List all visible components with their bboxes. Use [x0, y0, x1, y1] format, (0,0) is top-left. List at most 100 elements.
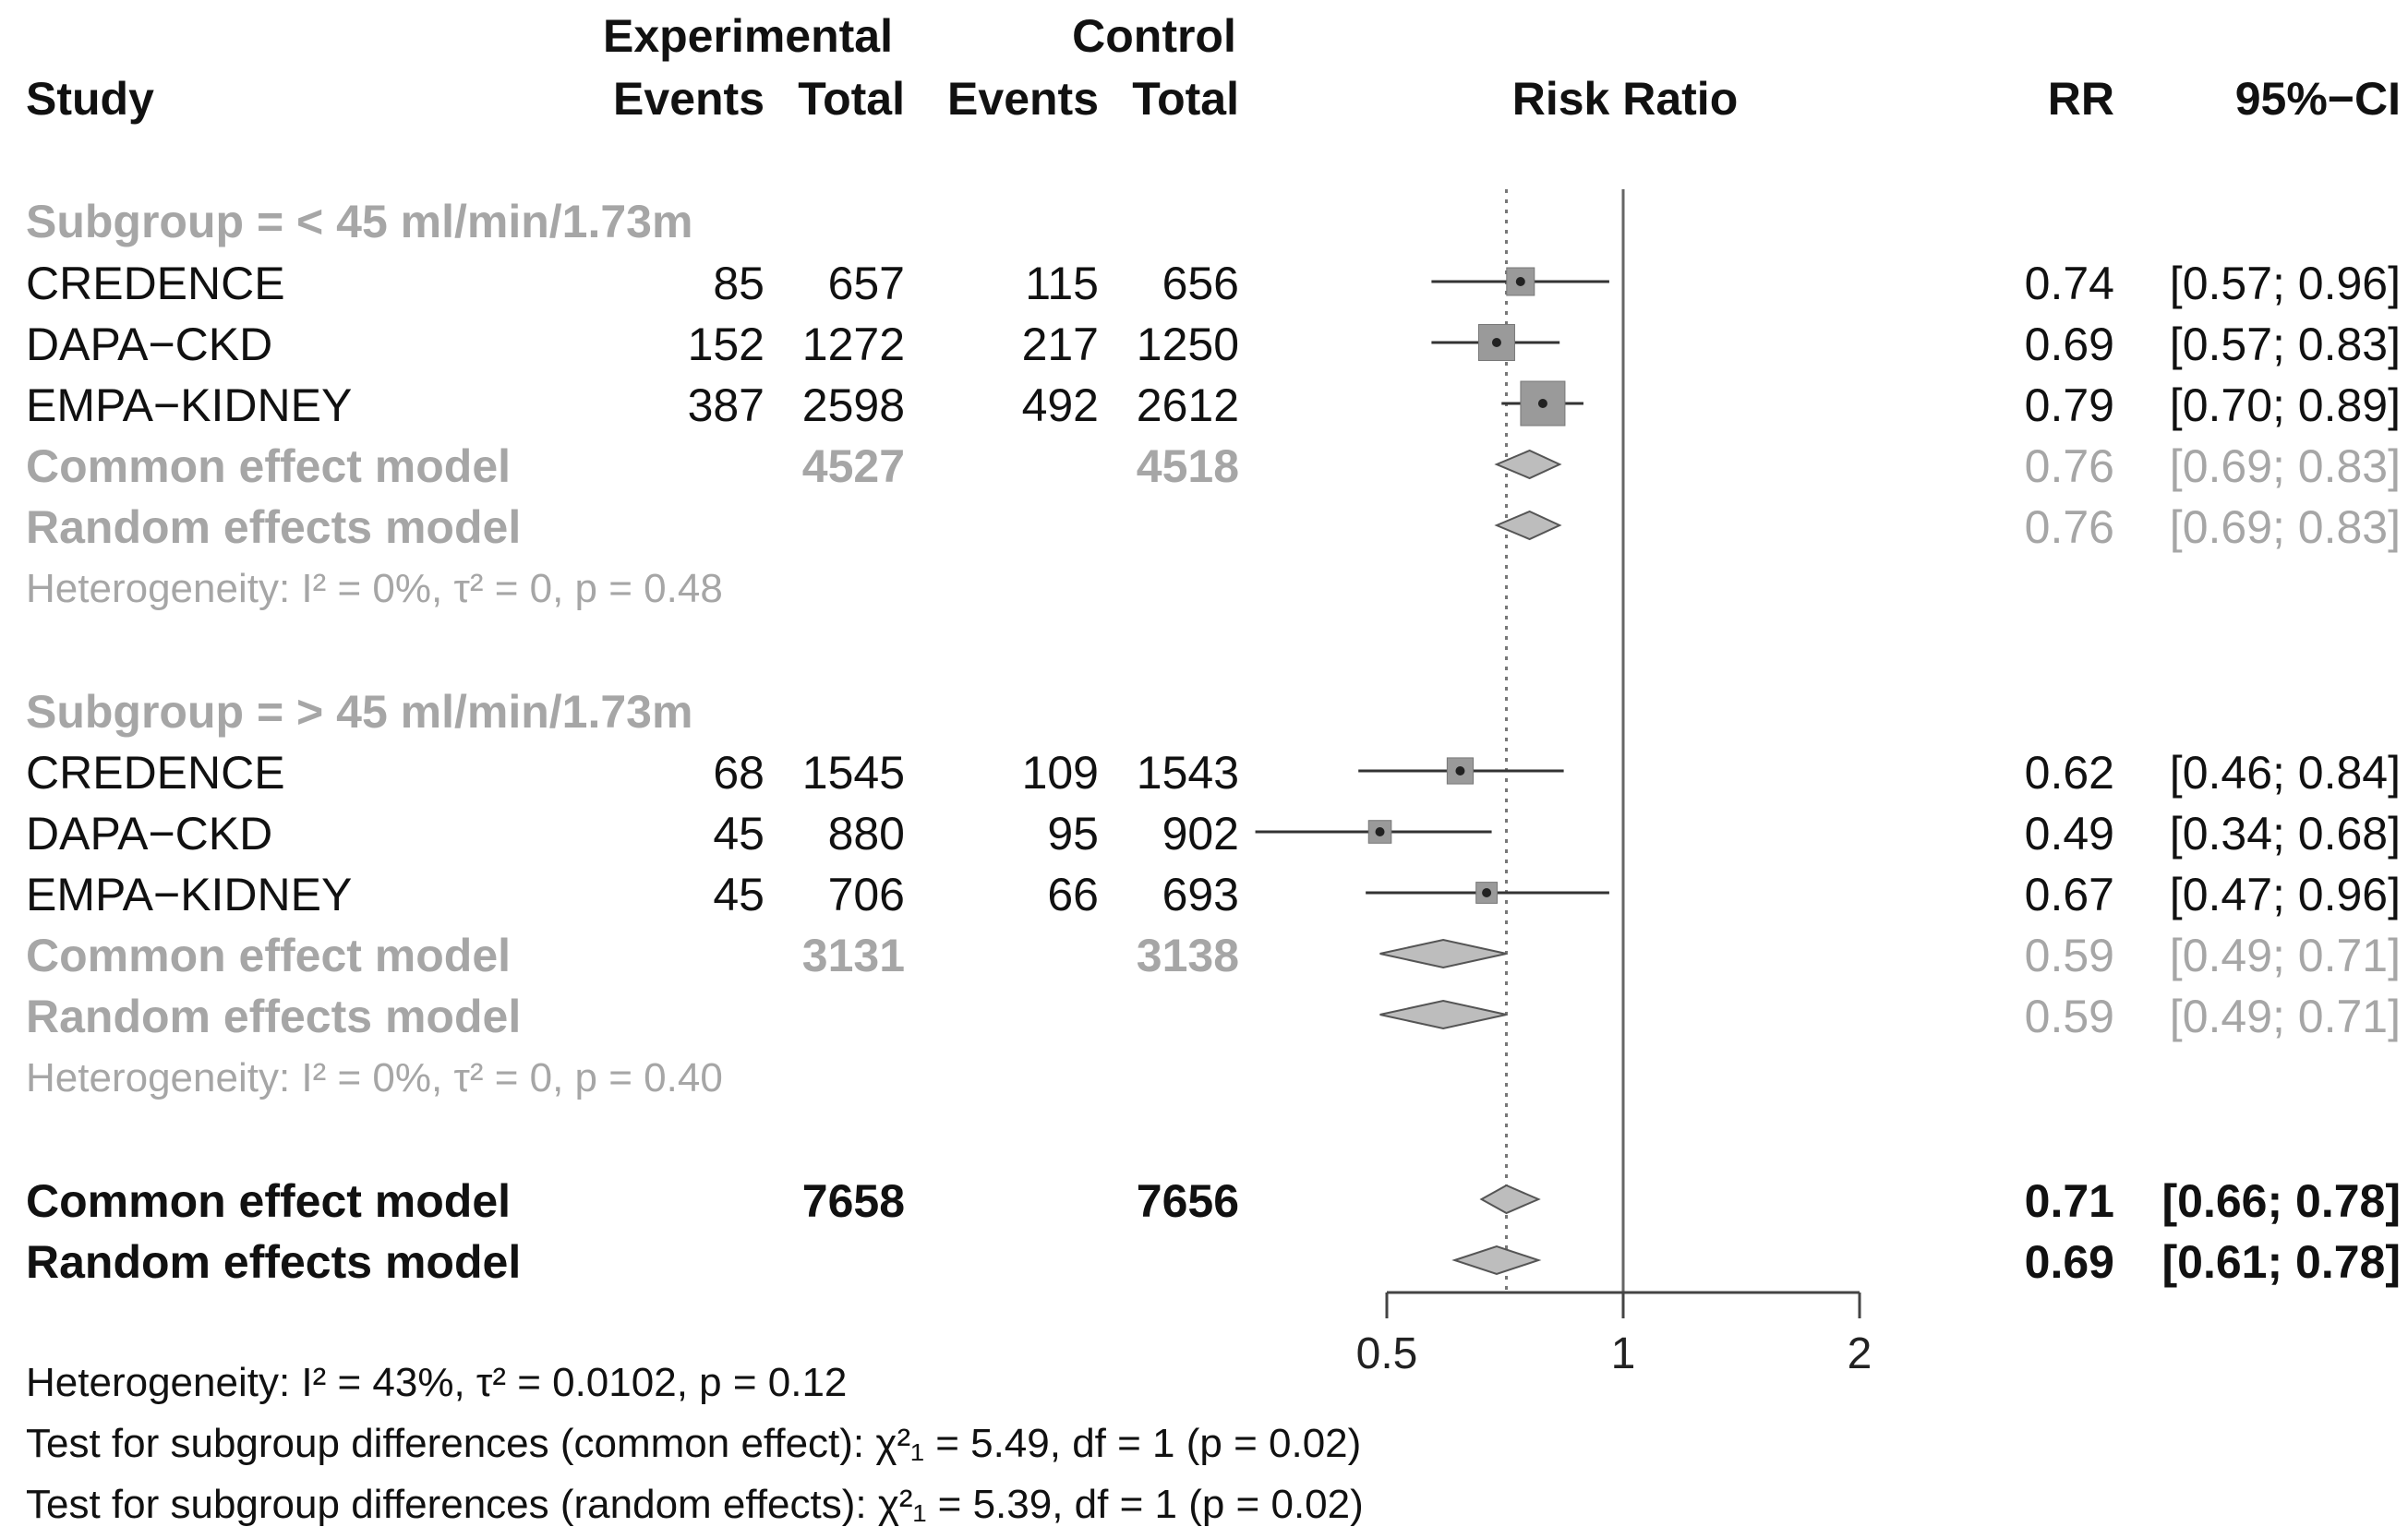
study-name: CREDENCE: [26, 258, 285, 309]
common-exp-total: 3131: [801, 930, 905, 981]
ci-value: [0.57; 0.83]: [2169, 319, 2401, 370]
random-ci: [0.69; 0.83]: [2169, 501, 2401, 553]
x-tick-label: 0.5: [1356, 1329, 1418, 1378]
rr-value: 0.67: [2024, 869, 2114, 920]
common-ci: [0.49; 0.71]: [2169, 930, 2401, 981]
pooled-diamond: [1494, 449, 1562, 480]
random-ci: [0.49; 0.71]: [2169, 991, 2401, 1042]
header-exp-events: Events: [613, 73, 765, 125]
ctrl-total: 1543: [1136, 747, 1239, 799]
ctrl-events: 66: [1047, 869, 1099, 920]
pooled-diamond: [1379, 938, 1507, 969]
common-effect-label: Common effect model: [26, 440, 512, 492]
ci-value: [0.46; 0.84]: [2169, 747, 2401, 799]
study-name: DAPA−CKD: [26, 319, 273, 370]
ctrl-events: 115: [1025, 258, 1099, 309]
exp-total: 1272: [801, 319, 905, 370]
exp-events: 45: [713, 869, 765, 920]
ctrl-total: 902: [1162, 808, 1239, 860]
exp-events: 68: [713, 747, 765, 799]
header-study: Study: [26, 73, 154, 125]
ci-value: [0.57; 0.96]: [2169, 258, 2401, 309]
pooled-diamond: [1379, 999, 1507, 1030]
exp-total: 2598: [801, 379, 905, 431]
subgroup-label: Subgroup = < 45 ml/min/1.73m: [26, 196, 693, 247]
heterogeneity-text: Heterogeneity: I² = 0%, τ² = 0, p = 0.48: [26, 566, 723, 611]
study-point: [1515, 277, 1525, 286]
common-exp-total: 4527: [801, 440, 905, 492]
common-rr: 0.76: [2024, 440, 2114, 492]
header-risk-ratio: Risk Ratio: [1511, 73, 1739, 125]
overall-common-ci: [0.66; 0.78]: [2161, 1175, 2401, 1227]
overall-common-label: Common effect model: [26, 1175, 512, 1227]
study-name: DAPA−CKD: [26, 808, 273, 860]
exp-total: 1545: [801, 747, 905, 799]
ctrl-total: 2612: [1136, 379, 1239, 431]
header-ctrl-total: Total: [1132, 73, 1239, 125]
header-rr: RR: [2047, 73, 2114, 125]
rr-value: 0.62: [2024, 747, 2114, 799]
pooled-diamond: [1451, 1244, 1542, 1276]
overall-common-exp-total: 7658: [801, 1175, 905, 1227]
ci-value: [0.70; 0.89]: [2169, 379, 2401, 431]
x-tick-label: 1: [1611, 1329, 1636, 1378]
overall-common-ctrl-total: 7656: [1136, 1175, 1239, 1227]
rr-value: 0.74: [2024, 258, 2114, 309]
exp-total: 880: [827, 808, 905, 860]
study-point: [1455, 766, 1465, 776]
overall-random-ci: [0.61; 0.78]: [2161, 1236, 2401, 1288]
ci-value: [0.34; 0.68]: [2169, 808, 2401, 860]
pooled-diamond: [1479, 1184, 1541, 1215]
pooled-diamond: [1494, 510, 1562, 541]
study-name: EMPA−KIDNEY: [26, 379, 353, 431]
ctrl-total: 656: [1162, 258, 1239, 309]
exp-events: 45: [713, 808, 765, 860]
header-ctrl-events: Events: [947, 73, 1099, 125]
ctrl-total: 693: [1162, 869, 1239, 920]
ctrl-events: 109: [1021, 747, 1099, 799]
exp-events: 152: [687, 319, 765, 370]
ctrl-events: 492: [1021, 379, 1099, 431]
overall-random-rr: 0.69: [2024, 1236, 2114, 1288]
overall-random-label: Random effects model: [26, 1236, 522, 1288]
common-ctrl-total: 3138: [1136, 930, 1239, 981]
study-square: [1477, 324, 1515, 361]
common-ci: [0.69; 0.83]: [2169, 440, 2401, 492]
common-rr: 0.59: [2024, 930, 2114, 981]
test-subgroup-common: Test for subgroup differences (common ef…: [26, 1421, 1362, 1466]
header-exp-total: Total: [798, 73, 905, 125]
test-subgroup-random: Test for subgroup differences (random ef…: [26, 1482, 1364, 1527]
x-tick-label: 2: [1848, 1329, 1872, 1378]
header-ci: 95%−CI: [2234, 73, 2401, 125]
exp-total: 706: [827, 869, 905, 920]
ctrl-events: 217: [1021, 319, 1099, 370]
header-control: Control: [1072, 10, 1236, 62]
ci-value: [0.47; 0.96]: [2169, 869, 2401, 920]
common-ctrl-total: 4518: [1136, 440, 1239, 492]
header-experimental: Experimental: [602, 10, 893, 62]
ctrl-total: 1250: [1136, 319, 1239, 370]
random-rr: 0.76: [2024, 501, 2114, 553]
study-point: [1491, 338, 1501, 347]
study-point: [1537, 399, 1547, 408]
rr-value: 0.69: [2024, 319, 2114, 370]
exp-events: 85: [713, 258, 765, 309]
ctrl-events: 95: [1047, 808, 1099, 860]
heterogeneity-text: Heterogeneity: I² = 0%, τ² = 0, p = 0.40: [26, 1055, 723, 1100]
rr-value: 0.49: [2024, 808, 2114, 860]
common-effect-label: Common effect model: [26, 930, 512, 981]
study-point: [1375, 827, 1385, 836]
random-effects-label: Random effects model: [26, 991, 522, 1042]
exp-total: 657: [827, 258, 905, 309]
study-point: [1482, 888, 1492, 897]
overall-heterogeneity: Heterogeneity: I² = 43%, τ² = 0.0102, p …: [26, 1360, 848, 1405]
study-name: CREDENCE: [26, 747, 285, 799]
overall-common-rr: 0.71: [2024, 1175, 2114, 1227]
rr-value: 0.79: [2024, 379, 2114, 431]
subgroup-label: Subgroup = > 45 ml/min/1.73m: [26, 686, 693, 738]
study-name: EMPA−KIDNEY: [26, 869, 353, 920]
exp-events: 387: [687, 379, 765, 431]
random-rr: 0.59: [2024, 991, 2114, 1042]
